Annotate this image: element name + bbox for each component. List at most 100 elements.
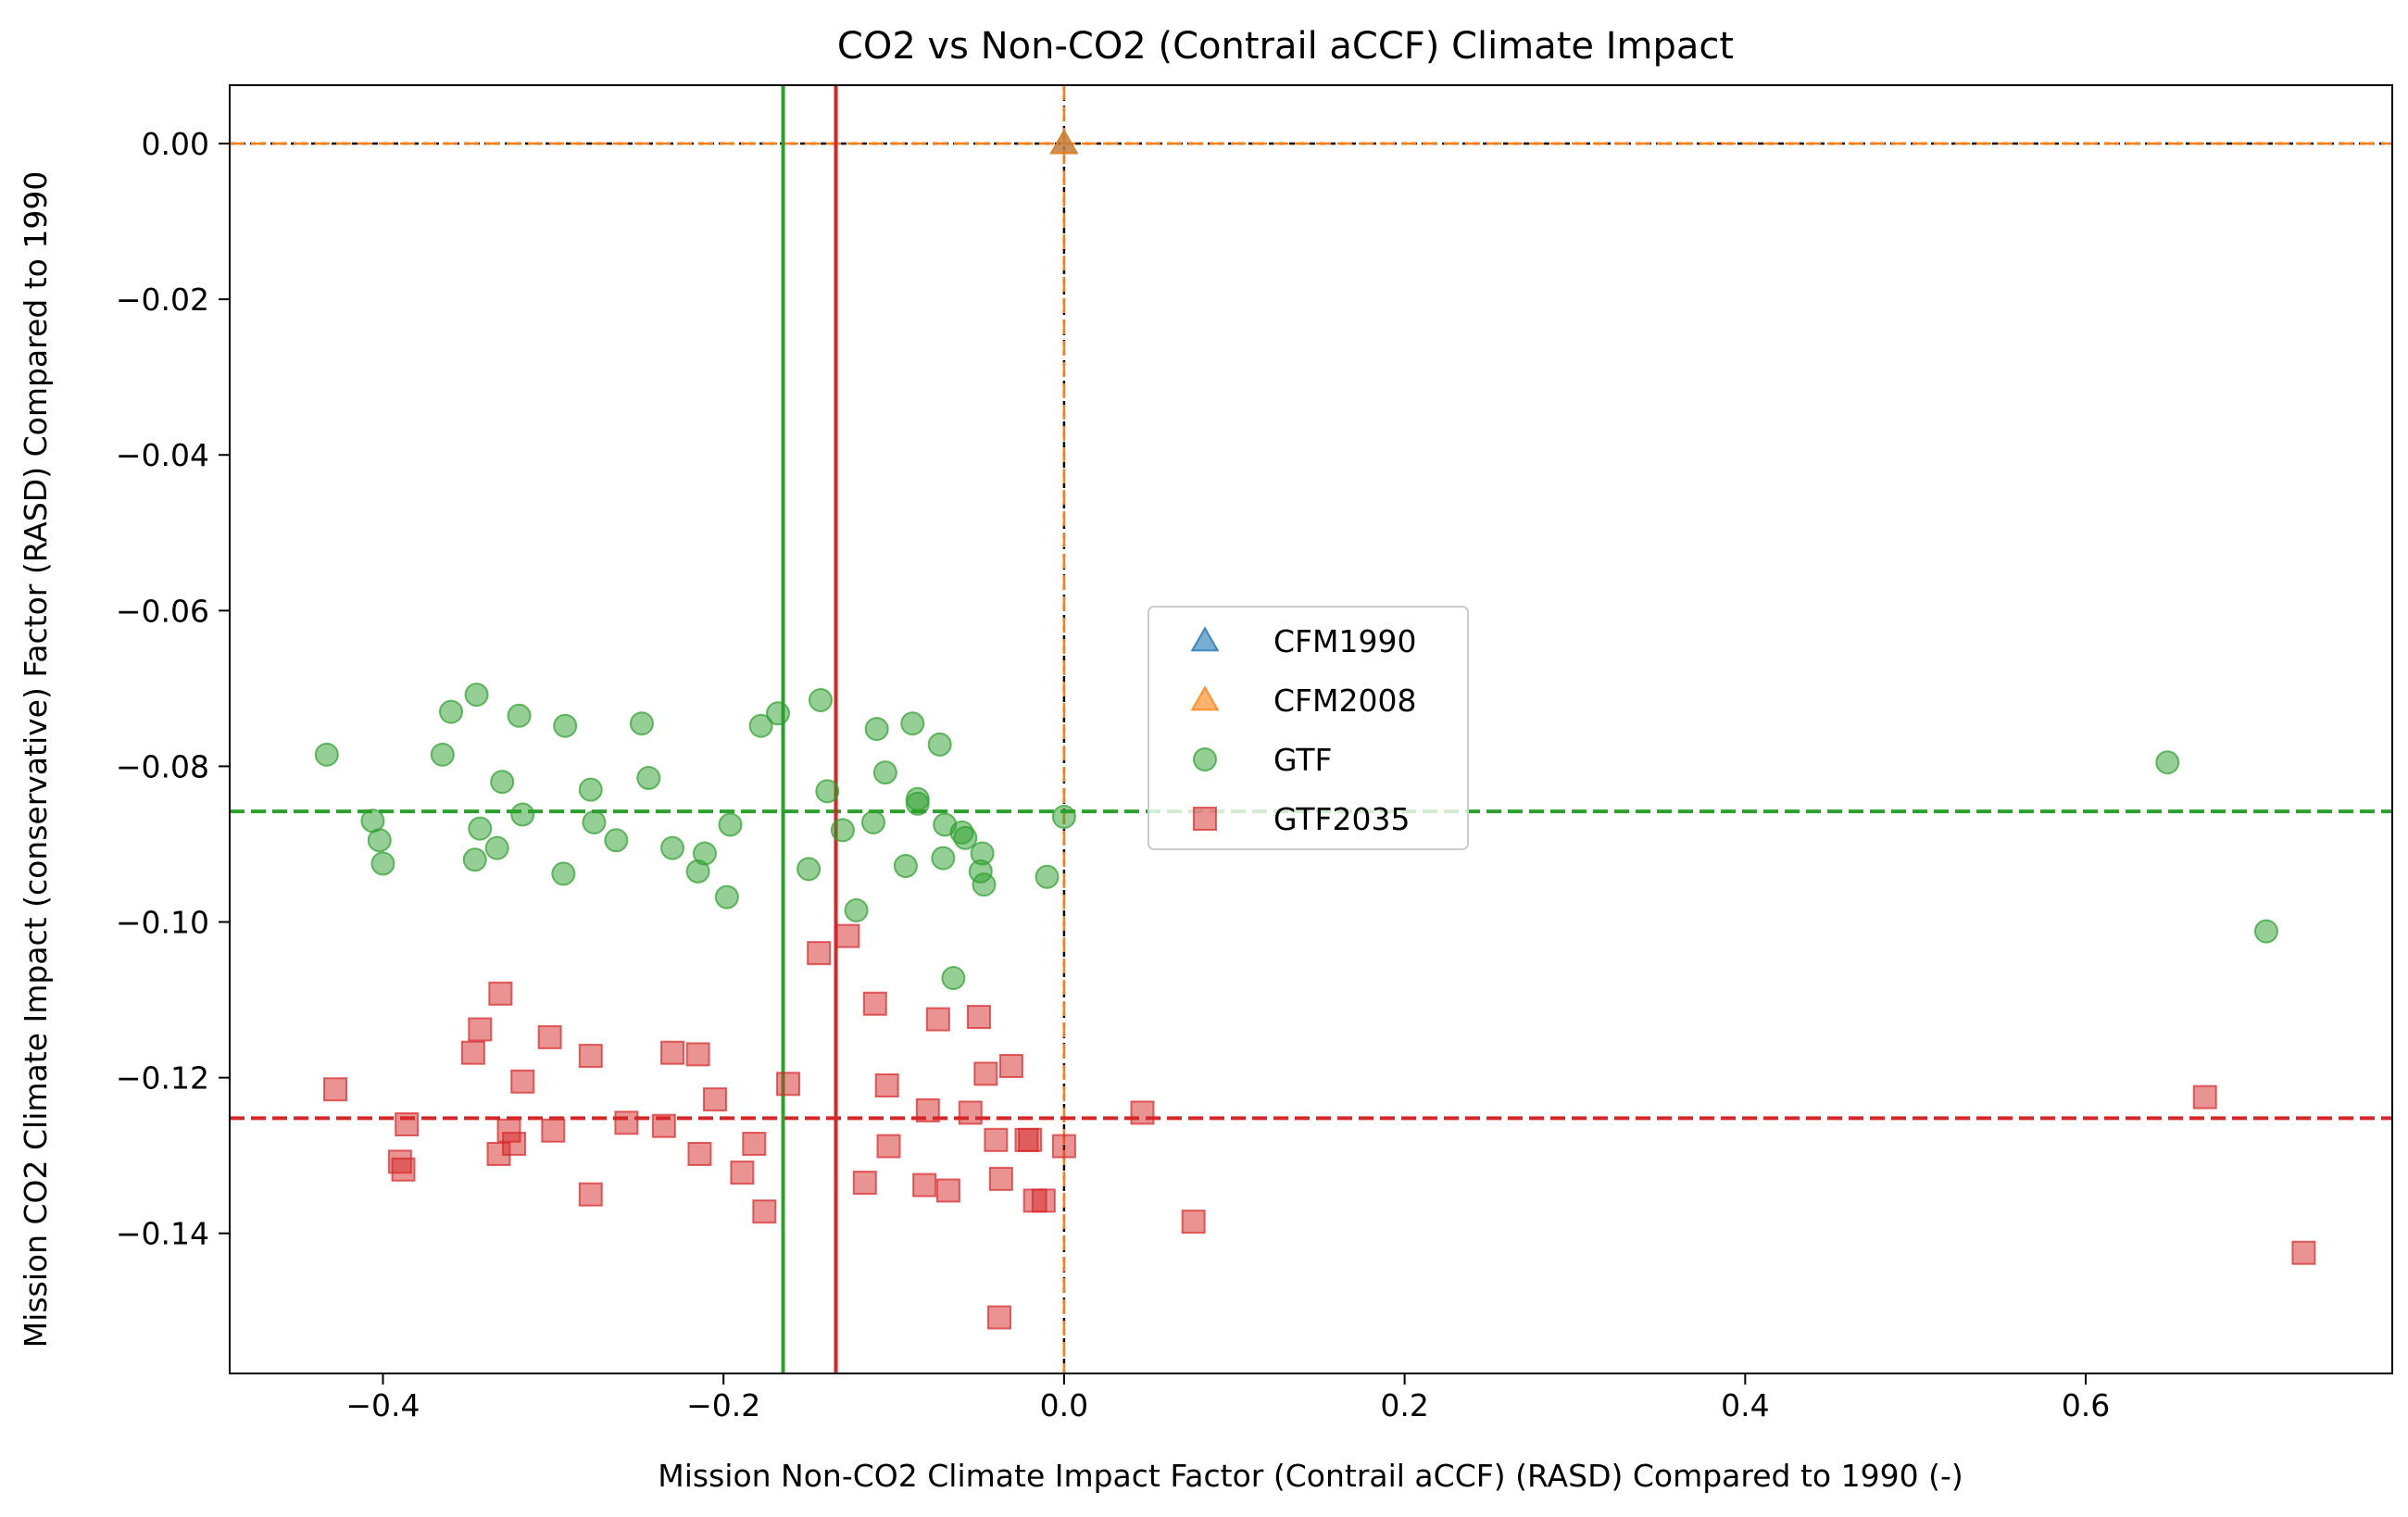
reference-lines: [230, 85, 2392, 1373]
data-point-gtf-36: [900, 711, 925, 736]
data-point-gtf-32: [860, 809, 885, 834]
data-point-gtf2035-36: [966, 1005, 991, 1030]
data-point-gtf-31: [844, 897, 869, 922]
legend-marker-gtf2035: [1193, 807, 1217, 831]
data-point-gtf-49: [1051, 805, 1076, 830]
data-point-gtf2035-43: [1018, 1127, 1043, 1152]
data-point-gtf2035-48: [1181, 1210, 1206, 1235]
y-tick-label-5: −0.10: [116, 905, 209, 941]
data-point-gtf-8: [468, 816, 493, 841]
data-point-gtf2035-41: [998, 1054, 1023, 1079]
data-point-gtf-48: [1035, 864, 1060, 889]
data-point-gtf2035-50: [2291, 1240, 2316, 1265]
data-point-gtf2035-31: [912, 1172, 937, 1197]
data-point-gtf-15: [578, 777, 603, 802]
data-point-gtf2035-29: [876, 1134, 901, 1159]
data-point-gtf2035-49: [2192, 1084, 2217, 1110]
data-point-gtf2035-3: [395, 1112, 420, 1137]
y-tick-label-3: −0.06: [116, 593, 209, 629]
y-axis-title: Mission CO2 Climate Impact (conservative…: [18, 171, 54, 1348]
data-point-gtf-24: [718, 812, 743, 837]
data-point-gtf2035-19: [687, 1141, 712, 1166]
legend-label-cfm2008: CFM2008: [1273, 683, 1416, 719]
data-point-gtf-3: [370, 851, 395, 876]
data-point-gtf2035-46: [1051, 1134, 1076, 1159]
data-point-gtf2035-2: [391, 1157, 416, 1182]
data-point-gtf2035-39: [987, 1305, 1012, 1330]
y-tick-label-0: 0.00: [142, 126, 209, 162]
data-point-gtf-5: [439, 699, 464, 724]
data-point-gtf2035-24: [776, 1072, 801, 1097]
data-points: [314, 129, 2316, 1330]
data-point-gtf2035-27: [852, 1171, 877, 1196]
data-point-gtf-12: [510, 802, 535, 827]
y-tick-label-6: −0.12: [116, 1060, 209, 1097]
data-point-gtf-9: [484, 835, 509, 860]
data-point-gtf-39: [927, 732, 952, 757]
data-point-gtf2035-12: [541, 1118, 566, 1143]
x-tick-label-5: 0.6: [2062, 1387, 2110, 1423]
data-point-gtf-23: [714, 884, 739, 909]
data-point-gtf2035-35: [958, 1100, 983, 1125]
x-axis-ticks: −0.4 −0.2 0.0 0.2 0.4 0.6: [345, 1373, 2110, 1423]
data-point-gtf2035-47: [1130, 1100, 1155, 1125]
data-point-gtf2035-11: [537, 1024, 562, 1049]
data-point-gtf-2: [367, 828, 392, 853]
x-axis-title: Mission Non-CO2 Climate Impact Factor (C…: [658, 1458, 1963, 1494]
data-point-gtf2035-40: [988, 1166, 1013, 1191]
data-point-gtf2035-30: [874, 1073, 899, 1098]
y-tick-label-7: −0.14: [116, 1216, 209, 1252]
data-point-gtf-17: [604, 828, 629, 853]
data-point-gtf-44: [953, 825, 978, 850]
data-point-gtf-27: [796, 857, 821, 882]
data-point-gtf2035-17: [660, 1040, 685, 1065]
x-tick-label-2: 0.0: [1040, 1387, 1088, 1423]
chart-title: CO2 vs Non-CO2 (Contrail aCCF) Climate I…: [837, 25, 1734, 68]
data-point-gtf2035-45: [1031, 1188, 1056, 1213]
data-point-gtf-10: [490, 770, 515, 795]
data-point-gtf-30: [830, 818, 855, 843]
plot-frame: [229, 84, 2393, 1374]
data-point-gtf-51: [2253, 919, 2278, 944]
data-point-gtf-40: [931, 846, 956, 871]
legend-marker-gtf: [1193, 747, 1217, 771]
data-point-gtf2035-0: [322, 1077, 347, 1102]
data-point-gtf-29: [815, 779, 840, 804]
data-point-gtf2035-23: [752, 1199, 777, 1224]
x-tick-label-4: 0.4: [1721, 1387, 1769, 1423]
data-point-gtf-14: [551, 861, 576, 886]
data-point-gtf-35: [893, 854, 918, 879]
legend-label-gtf2035: GTF2035: [1273, 801, 1411, 837]
data-point-gtf-19: [636, 766, 661, 791]
data-point-cfm2008-0: [1049, 129, 1079, 155]
data-point-gtf2035-21: [730, 1160, 755, 1185]
data-point-gtf2035-38: [984, 1127, 1009, 1152]
data-point-gtf2035-4: [460, 1040, 485, 1065]
data-point-gtf-47: [968, 859, 993, 884]
data-point-gtf-0: [314, 742, 339, 767]
data-point-gtf-25: [748, 713, 773, 738]
data-point-gtf2035-28: [862, 991, 887, 1016]
data-point-gtf-4: [430, 742, 455, 767]
legend-marker-cfm2008: [1190, 685, 1220, 711]
legend: CFM1990 CFM2008 GTF GTF2035: [1148, 606, 1469, 850]
data-point-gtf2035-26: [835, 923, 860, 948]
y-axis-ticks: 0.00 −0.02 −0.04 −0.06 −0.08 −0.10 −0.12 −0.14: [116, 126, 230, 1252]
x-tick-label-1: −0.2: [686, 1387, 760, 1423]
data-point-gtf-33: [864, 717, 889, 742]
data-point-gtf-16: [582, 809, 607, 834]
y-tick-label-4: −0.08: [116, 748, 209, 784]
legend-marker-cfm1990: [1190, 626, 1220, 652]
data-point-gtf-28: [808, 687, 833, 712]
data-point-gtf-20: [660, 835, 685, 860]
y-tick-label-1: −0.02: [116, 282, 209, 318]
data-point-gtf-18: [629, 711, 654, 736]
data-point-gtf2035-5: [468, 1017, 493, 1042]
data-point-gtf2035-9: [502, 1132, 527, 1157]
data-point-gtf2035-32: [915, 1097, 940, 1122]
data-point-gtf2035-22: [742, 1132, 767, 1157]
data-point-gtf2035-20: [702, 1087, 727, 1112]
data-point-gtf2035-33: [925, 1007, 950, 1032]
data-point-gtf2035-13: [578, 1044, 603, 1069]
